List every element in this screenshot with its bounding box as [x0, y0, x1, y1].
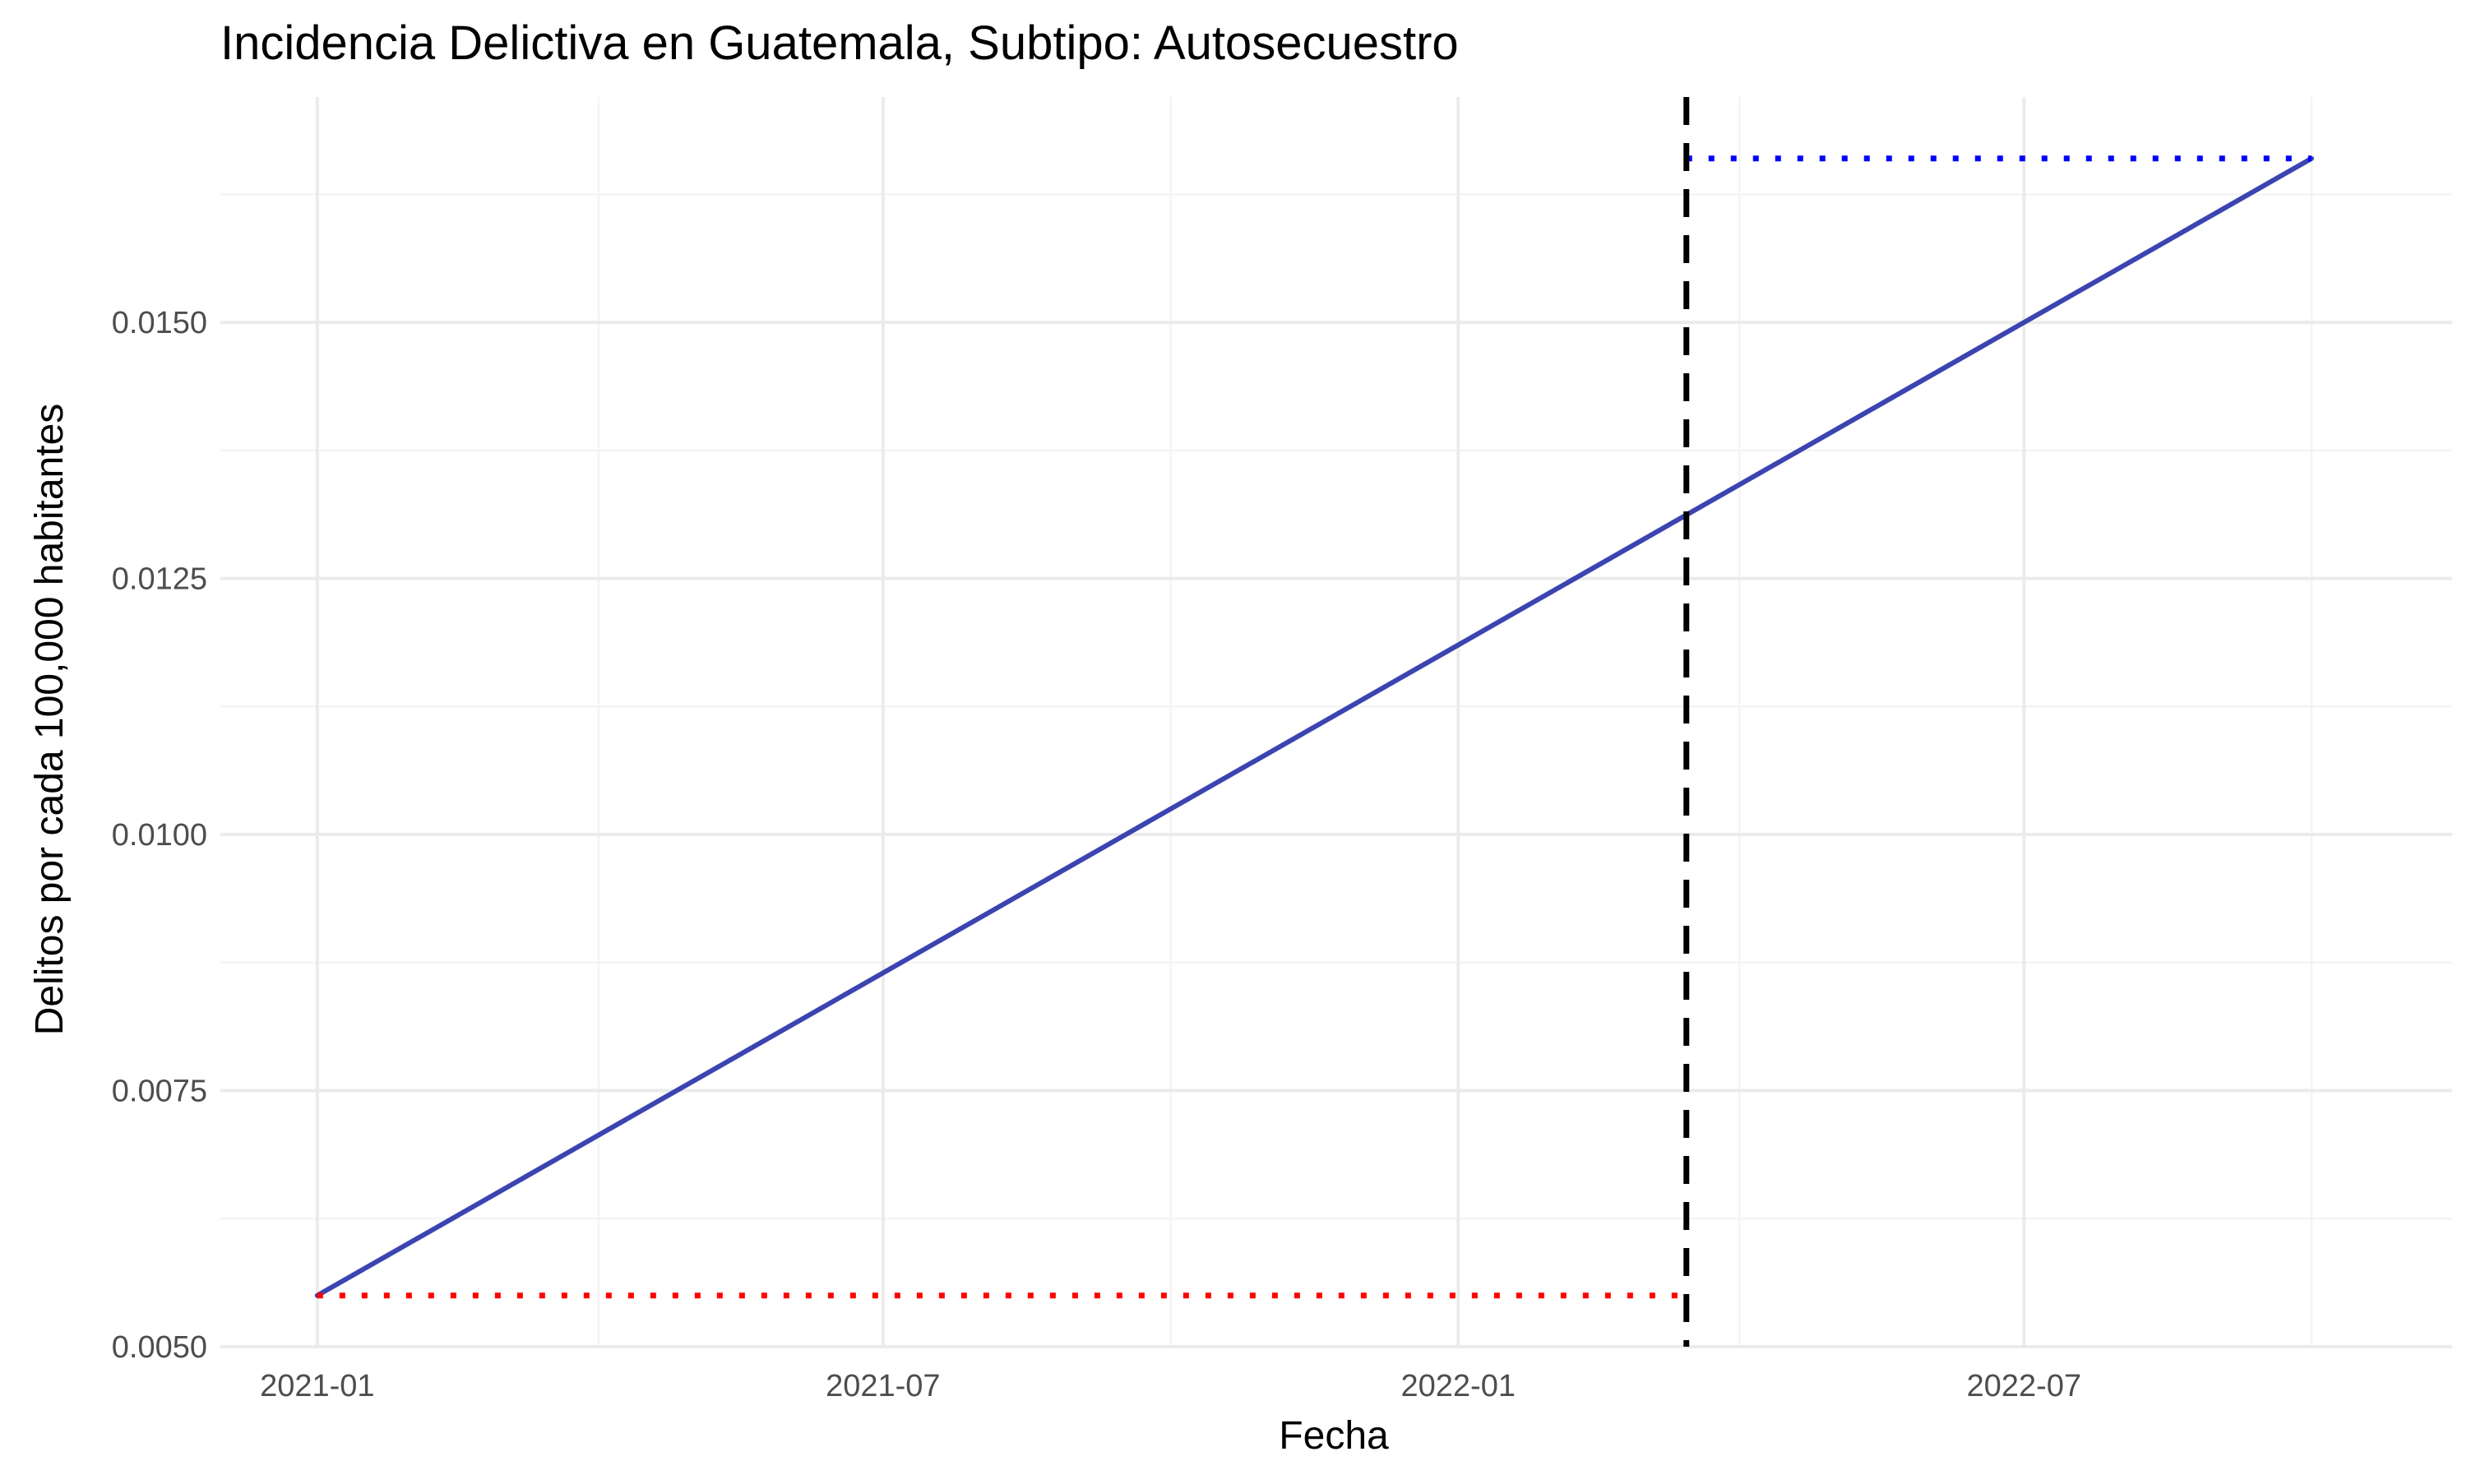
y-tick-label: 0.0050	[112, 1330, 207, 1365]
y-axis-title: Delitos por cada 100,000 habitantes	[28, 404, 72, 1036]
x-tick-label: 2021-07	[826, 1369, 940, 1403]
x-tick-label: 2022-07	[1967, 1369, 2081, 1403]
chart-title: Incidencia Delictiva en Guatemala, Subti…	[220, 16, 1459, 70]
plot-area: 0.0050 0.0075 0.0100 0.0125 0.0150 2021-01 202…	[112, 97, 2452, 1403]
x-axis-title: Fecha	[1279, 1414, 1389, 1458]
y-tick-label: 0.0150	[112, 306, 207, 340]
x-tick-label: 2022-01	[1401, 1369, 1516, 1403]
y-tick-label: 0.0125	[112, 562, 207, 597]
x-tick-label: 2021-01	[260, 1369, 374, 1403]
trend-line	[314, 155, 2314, 1298]
y-tick-label: 0.0100	[112, 818, 207, 853]
y-tick-label: 0.0075	[112, 1075, 207, 1109]
